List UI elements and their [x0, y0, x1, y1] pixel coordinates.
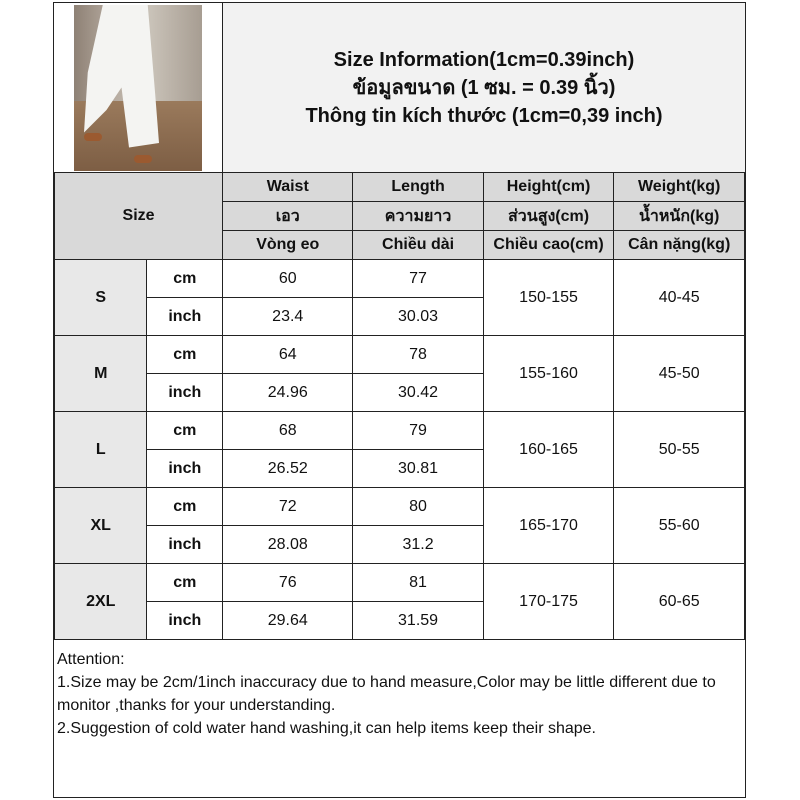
column-header: Chiều cao(cm)	[482, 230, 615, 260]
weight-range: 60-65	[613, 563, 745, 640]
waist-cm: 60	[222, 259, 354, 298]
waist-cm: 64	[222, 335, 354, 374]
attention-note-1: 1.Size may be 2cm/1inch inaccuracy due t…	[57, 674, 716, 714]
attention-heading: Attention:	[57, 651, 125, 668]
unit-label: cm	[146, 259, 224, 298]
unit-label: inch	[146, 449, 224, 488]
unit-label: cm	[146, 563, 224, 602]
waist-inch: 28.08	[222, 525, 354, 564]
unit-label: inch	[146, 297, 224, 336]
length-inch: 31.2	[352, 525, 484, 564]
waist-inch: 26.52	[222, 449, 354, 488]
column-header: Weight(kg)	[613, 172, 745, 202]
unit-label: cm	[146, 487, 224, 526]
length-cm: 77	[352, 259, 484, 298]
unit-label: inch	[146, 373, 224, 412]
waist-cm: 68	[222, 411, 354, 450]
title-english: Size Information(1cm=0.39inch)	[333, 48, 635, 71]
waist-cm: 72	[222, 487, 354, 526]
column-header: Cân nặng(kg)	[613, 230, 745, 260]
title-thai: ข้อมูลขนาด (1 ซม. = 0.39 นิ้ว)	[352, 76, 616, 99]
column-header: Waist	[222, 172, 354, 202]
table-row: inch 26.52 30.81	[55, 449, 745, 488]
size-info-title: Size Information(1cm=0.39inch) ข้อมูลขนา…	[222, 3, 745, 172]
length-cm: 81	[352, 563, 484, 602]
table-row: S cm 60 77 150-155 40-45	[53, 259, 745, 336]
table-row: M cm 64 78 155-160 45-50	[53, 335, 745, 412]
length-inch: 31.59	[352, 601, 484, 640]
weight-range: 50-55	[613, 411, 745, 488]
weight-range: 40-45	[613, 259, 745, 336]
product-photo	[74, 5, 202, 171]
length-cm: 78	[352, 335, 484, 374]
column-header: เอว	[222, 201, 354, 231]
unit-label: cm	[146, 411, 224, 450]
weight-range: 55-60	[613, 487, 745, 564]
header-section: Size Information(1cm=0.39inch) ข้อมูลขนา…	[54, 3, 745, 173]
size-chart: Size Information(1cm=0.39inch) ข้อมูลขนา…	[53, 2, 746, 798]
waist-cm: 76	[222, 563, 354, 602]
column-header: Height(cm)	[482, 172, 615, 202]
column-header: ความยาว	[352, 201, 484, 231]
column-header: Chiều dài	[352, 230, 484, 260]
table-row: inch 28.08 31.2	[55, 525, 745, 564]
height-range: 165-170	[482, 487, 615, 564]
table-row: inch 29.64 31.59	[55, 601, 745, 640]
length-cm: 79	[352, 411, 484, 450]
attention-notes: Attention: 1.Size may be 2cm/1inch inacc…	[54, 644, 745, 797]
unit-label: cm	[146, 335, 224, 374]
table-row: 2XL cm 76 81 170-175 60-65	[53, 563, 745, 640]
table-row: L cm 68 79 160-165 50-55	[53, 411, 745, 488]
height-range: 160-165	[482, 411, 615, 488]
column-header: Vòng eo	[222, 230, 354, 260]
length-inch: 30.81	[352, 449, 484, 488]
weight-range: 45-50	[613, 335, 745, 412]
length-inch: 30.42	[352, 373, 484, 412]
length-cm: 80	[352, 487, 484, 526]
title-vietnamese: Thông tin kích thước (1cm=0,39 inch)	[305, 104, 663, 127]
unit-label: inch	[146, 525, 224, 564]
column-header: ส่วนสูง(cm)	[482, 201, 615, 231]
size-label: XL	[53, 487, 148, 564]
height-range: 155-160	[482, 335, 615, 412]
length-inch: 30.03	[352, 297, 484, 336]
height-range: 170-175	[482, 563, 615, 640]
size-label: S	[53, 259, 148, 336]
attention-note-2: 2.Suggestion of cold water hand washing,…	[57, 720, 596, 737]
column-header: น้ำหนัก(kg)	[613, 201, 745, 231]
table-row: inch 23.4 30.03	[55, 297, 745, 336]
size-label: M	[53, 335, 148, 412]
height-range: 150-155	[482, 259, 615, 336]
unit-label: inch	[146, 601, 224, 640]
size-header: Size	[53, 172, 224, 260]
table-row: inch 24.96 30.42	[55, 373, 745, 412]
size-label: 2XL	[53, 563, 148, 640]
size-label: L	[53, 411, 148, 488]
column-header: Length	[352, 172, 484, 202]
waist-inch: 23.4	[222, 297, 354, 336]
waist-inch: 29.64	[222, 601, 354, 640]
size-table: Size Waist Length Height(cm) Weight(kg) เอว คว…	[53, 172, 745, 640]
waist-inch: 24.96	[222, 373, 354, 412]
table-row: XL cm 72 80 165-170 55-60	[53, 487, 745, 564]
